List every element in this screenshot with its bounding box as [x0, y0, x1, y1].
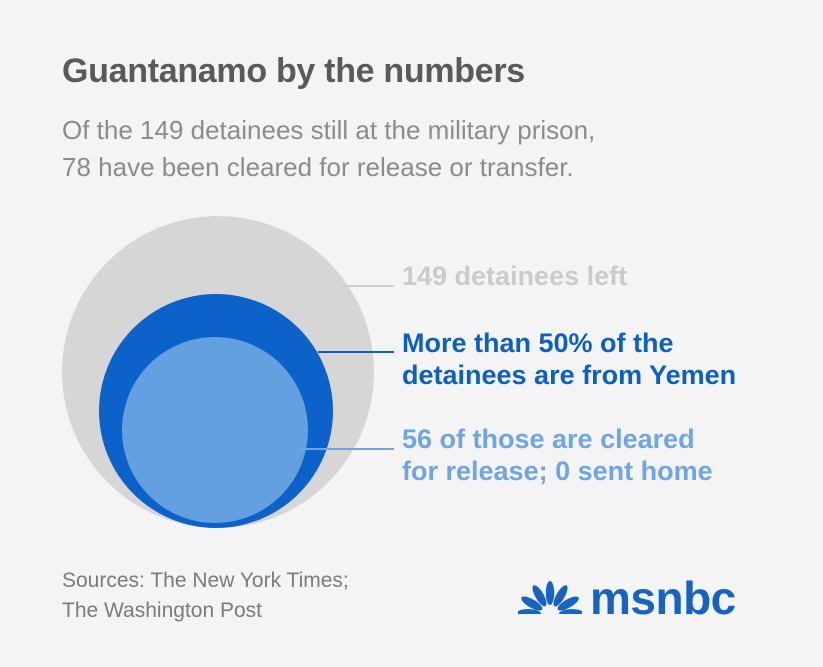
total-detainees-label: 149 detainees left [402, 260, 627, 292]
cleared-label-line-1: 56 of those are cleared [402, 424, 695, 454]
sources-line-1: Sources: The New York Times; [62, 569, 349, 592]
msnbc-logo: msnbc [518, 575, 736, 621]
total-detainees-label-text: 149 detainees left [402, 261, 628, 291]
subtitle-line-2: 78 have been cleared for release or tran… [62, 152, 574, 182]
cleared-detainees-circle [122, 337, 308, 523]
subtitle: Of the 149 detainees still at the milita… [62, 112, 762, 186]
sources-line-2: The Washington Post [62, 599, 262, 622]
subtitle-line-1: Of the 149 detainees still at the milita… [62, 115, 596, 145]
yemen-label-line-1: More than 50% of the [402, 328, 674, 358]
peacock-icon [518, 581, 582, 618]
yemen-detainees-label: More than 50% of the detainees are from … [402, 327, 736, 391]
page-title: Guantanamo by the numbers [62, 52, 525, 90]
sources: Sources: The New York Times; The Washing… [62, 566, 349, 626]
yemen-label-line-2: detainees are from Yemen [402, 360, 737, 390]
cleared-detainees-label: 56 of those are cleared for release; 0 s… [402, 423, 713, 487]
msnbc-wordmark: msnbc [590, 572, 736, 624]
cleared-label-line-2: for release; 0 sent home [402, 456, 713, 486]
